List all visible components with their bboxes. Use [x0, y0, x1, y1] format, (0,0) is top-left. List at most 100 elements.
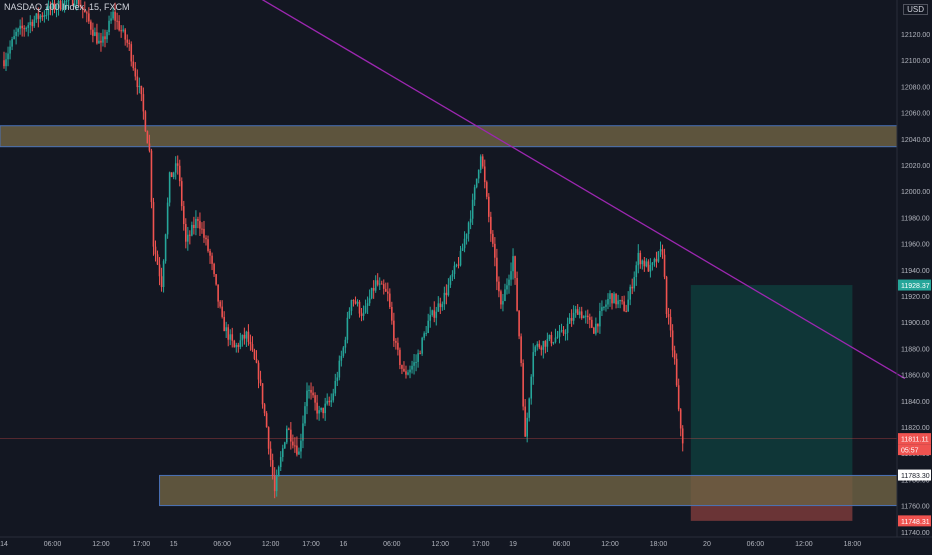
candle-body — [582, 316, 585, 319]
candle-body — [451, 274, 454, 277]
candle-body — [37, 13, 40, 19]
candle-body — [152, 202, 155, 247]
candle-body — [193, 224, 195, 229]
candle-body — [63, 1, 66, 9]
candle-body — [498, 281, 500, 292]
symbol-title: NASDAQ 100 Index, 15, FXCM — [4, 2, 130, 12]
candle-body — [479, 156, 482, 170]
candle-body — [221, 306, 223, 317]
currency-label[interactable]: USD — [903, 4, 928, 15]
candle-body — [75, 0, 78, 5]
candle-body — [243, 334, 246, 339]
time-tick-label: 17:00 — [133, 541, 151, 548]
candle-body — [603, 306, 605, 308]
candle-body — [225, 327, 227, 332]
candle-body — [570, 318, 573, 321]
price-label-position-target — [898, 279, 931, 291]
candle-body — [294, 445, 296, 447]
candle-body — [631, 286, 634, 289]
candle-body — [433, 310, 436, 318]
candle-body — [488, 196, 490, 217]
candle-body — [500, 291, 502, 305]
candle-body — [19, 25, 21, 29]
candle-body — [411, 365, 413, 370]
candle-body — [201, 228, 203, 230]
candle-body — [312, 392, 314, 396]
candle-body — [471, 199, 474, 219]
candle-body — [160, 276, 163, 288]
candle-body — [364, 305, 367, 313]
time-tick-label: 06:00 — [383, 541, 401, 548]
candle-body — [150, 150, 153, 203]
candle-body — [374, 280, 377, 291]
candle-body — [158, 264, 161, 277]
time-tick-label: 12:00 — [795, 541, 813, 548]
candle-body — [269, 448, 272, 461]
candle-body — [209, 250, 211, 256]
candle-body — [316, 402, 318, 414]
candle-body — [419, 353, 421, 355]
candle-body — [39, 15, 42, 19]
candle-body — [247, 331, 250, 342]
candle-body — [477, 169, 480, 179]
candle-body — [534, 346, 537, 353]
candle-body — [227, 327, 230, 340]
candle-body — [619, 300, 621, 302]
candle-body — [53, 2, 56, 10]
candle-body — [330, 400, 333, 403]
candle-body — [621, 300, 623, 302]
candle-body — [391, 306, 393, 321]
candle-body — [118, 21, 120, 31]
candle-body — [362, 312, 365, 316]
candle-body — [574, 309, 577, 313]
candle-body — [576, 309, 579, 315]
candle-body — [496, 257, 498, 282]
candle-body — [128, 42, 131, 45]
candle-body — [302, 423, 304, 441]
candle-body — [589, 317, 591, 320]
candle-body — [59, 0, 62, 10]
candle-body — [292, 441, 294, 446]
candle-body — [88, 13, 90, 22]
price-tick-label: 11880.00 — [901, 346, 930, 353]
candle-body — [211, 255, 213, 264]
candle-body — [73, 4, 76, 6]
candle-body — [490, 216, 492, 234]
candle-body — [455, 264, 458, 266]
candle-body — [475, 178, 478, 188]
candle-body — [485, 182, 488, 197]
candle-body — [185, 224, 187, 242]
candle-body — [342, 347, 345, 356]
candle-body — [520, 336, 522, 364]
candle-body — [77, 0, 80, 5]
candle-body — [368, 298, 371, 304]
price-tick-label: 11940.00 — [901, 268, 930, 275]
candle-body — [401, 365, 403, 369]
candle-body — [382, 284, 385, 289]
candle-body — [277, 467, 280, 477]
candle-body — [358, 301, 361, 314]
candle-body — [170, 172, 173, 178]
candle-body — [346, 317, 349, 340]
candle-body — [586, 315, 589, 318]
price-tick-label: 12040.00 — [901, 137, 930, 144]
candle-body — [273, 475, 276, 492]
candle-body — [55, 8, 58, 10]
candle-body — [413, 362, 415, 366]
candle-body — [134, 68, 137, 77]
candle-body — [182, 206, 185, 225]
candle-body — [671, 330, 674, 351]
candle-body — [162, 261, 165, 288]
candle-body — [43, 15, 46, 17]
candle-body — [156, 254, 159, 265]
candle-body — [94, 32, 96, 36]
candle-body — [370, 287, 373, 299]
candle-body — [239, 340, 242, 347]
candle-body — [84, 9, 86, 13]
candle-body — [308, 389, 310, 391]
candle-body — [536, 343, 539, 347]
price-tick-label: 12080.00 — [901, 84, 930, 91]
candle-body — [677, 385, 680, 410]
